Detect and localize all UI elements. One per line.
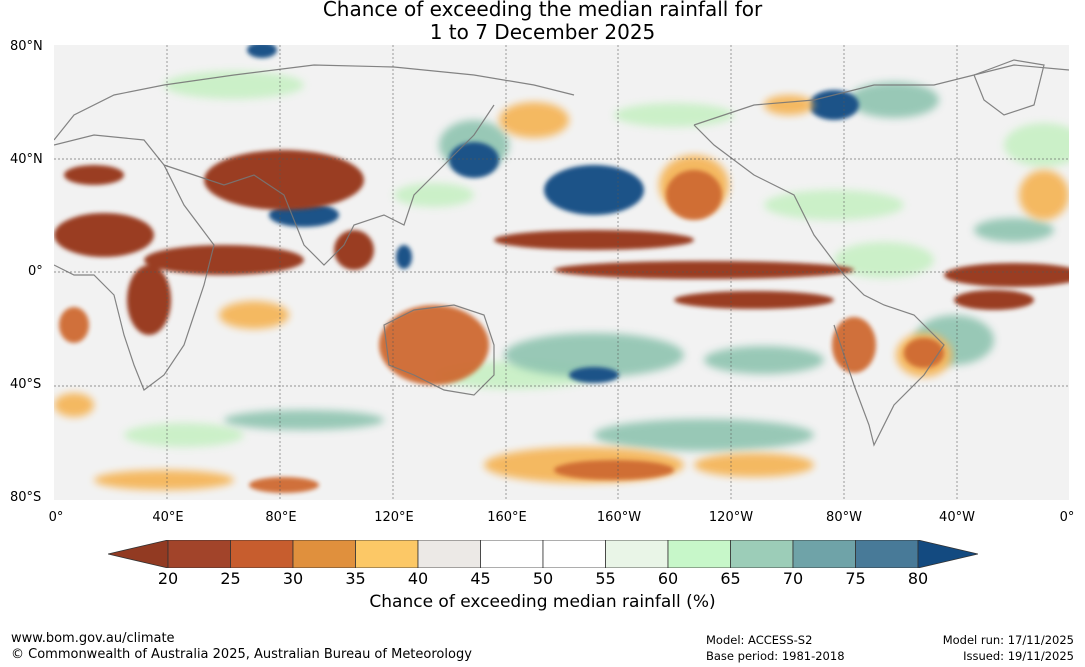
colorbar-segment — [230, 540, 294, 568]
lon-label-160e: 160°E — [487, 510, 527, 525]
colorbar-tick-label: 25 — [220, 569, 241, 588]
colorbar-tick-label: 50 — [532, 569, 554, 588]
title-line-1: Chance of exceeding the median rainfall … — [322, 0, 763, 21]
rainfall-map — [54, 45, 1069, 500]
lat-label-80n: 80°N — [10, 39, 43, 54]
colorbar-segment — [730, 540, 794, 568]
lon-label-120w: 120°W — [708, 510, 754, 525]
title-line-2: 1 to 7 December 2025 — [429, 20, 656, 44]
colorbar-tick-label: 80 — [907, 569, 929, 588]
colorbar-extend-low — [108, 540, 169, 568]
lon-label-120e: 120°E — [374, 510, 414, 525]
lat-label-80s: 80°S — [10, 490, 42, 505]
colorbar-title: Chance of exceeding median rainfall (%) — [369, 592, 716, 612]
lon-label-0-left: 0° — [48, 510, 64, 525]
colorbar-segment — [667, 540, 731, 568]
colorbar-segment — [542, 540, 606, 568]
graticule — [54, 45, 1069, 500]
footer-model: Model: ACCESS-S2 — [706, 633, 813, 647]
lon-label-40w: 40°W — [939, 510, 975, 525]
colorbar — [108, 540, 978, 568]
colorbar-tick-label: 40 — [407, 569, 429, 588]
colorbar-tick-label: 60 — [657, 569, 679, 588]
lon-label-40e: 40°E — [152, 510, 184, 525]
lon-label-160w: 160°W — [596, 510, 642, 525]
colorbar-segment — [417, 540, 481, 568]
wet-light-patches — [124, 71, 1069, 447]
map-canvas — [54, 45, 1069, 500]
footer-issued: Issued: 19/11/2025 — [963, 649, 1074, 663]
colorbar-tick-label: 70 — [782, 569, 804, 588]
colorbar-extend-high — [917, 540, 978, 568]
coastlines — [54, 59, 1069, 447]
dry-strong-patches — [54, 150, 1069, 335]
colorbar-segment — [855, 540, 919, 568]
lat-label-40n: 40°N — [10, 152, 43, 167]
footer-website[interactable]: www.bom.gov.au/climate — [11, 631, 175, 646]
lon-label-0-right: 0° — [1059, 510, 1075, 525]
lat-label-equator: 0° — [28, 264, 43, 279]
colorbar-segment — [167, 540, 231, 568]
footer-model-run: Model run: 17/11/2025 — [942, 633, 1074, 647]
colorbar-segment — [355, 540, 419, 568]
colorbar-segment — [292, 540, 356, 568]
lat-label-40s: 40°S — [10, 377, 42, 392]
colorbar-tick-label: 45 — [470, 569, 491, 588]
lon-label-80e: 80°E — [265, 510, 297, 525]
colorbar-tick-label: 20 — [157, 569, 179, 588]
colorbar-tick-label: 55 — [595, 569, 616, 588]
colorbar-tick-label: 75 — [845, 569, 866, 588]
dry-mid-patches — [59, 170, 944, 493]
colorbar-tick-label: 35 — [345, 569, 366, 588]
lon-label-80w: 80°W — [826, 510, 862, 525]
footer-base-period: Base period: 1981-2018 — [706, 649, 845, 663]
footer-copyright: © Commonwealth of Australia 2025, Austra… — [11, 647, 472, 662]
colorbar-segment — [480, 540, 544, 568]
colorbar-tick-label: 65 — [720, 569, 741, 588]
colorbar-segment — [792, 540, 856, 568]
colorbar-segment — [605, 540, 669, 568]
map-title: Chance of exceeding the median rainfall … — [0, 0, 1085, 44]
colorbar-tick-label: 30 — [282, 569, 304, 588]
